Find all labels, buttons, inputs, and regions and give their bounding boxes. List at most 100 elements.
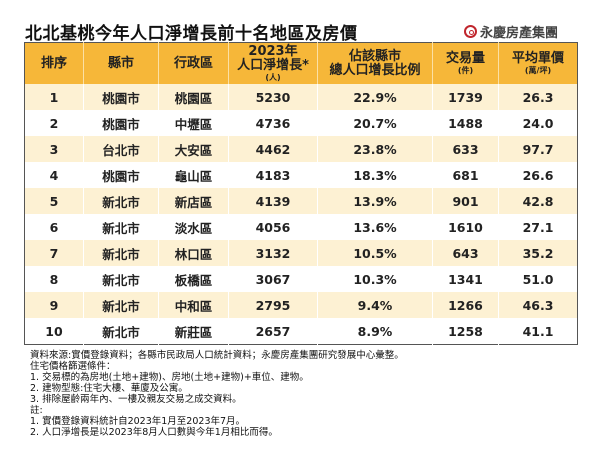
header-label: 2023年 bbox=[248, 43, 298, 59]
header-label2: 總人口增長比例 bbox=[329, 62, 421, 78]
table-cell: 6 bbox=[24, 214, 84, 240]
table-cell: 5230 bbox=[228, 84, 318, 110]
note-line: 2. 人口淨增長是以2023年8月人口數與今年1月相比而得。 bbox=[30, 427, 278, 438]
table-cell: 13.9% bbox=[317, 188, 433, 214]
header-label: 縣市 bbox=[107, 55, 134, 71]
table-cell: 淡水區 bbox=[158, 214, 229, 240]
table-row: 7 新北市 林口區 3132 10.5% 643 35.2 bbox=[24, 240, 578, 266]
table-row: 1 桃園市 桃園區 5230 22.9% 1739 26.3 bbox=[24, 84, 578, 110]
column-header: 排序 bbox=[24, 42, 84, 84]
note-line: 2. 建物型態:住宅大樓、華廈及公寓。 bbox=[30, 383, 188, 394]
header-label2: 人口淨增長* bbox=[237, 57, 309, 73]
table-cell: 3067 bbox=[228, 266, 318, 292]
table-cell: 24.0 bbox=[498, 110, 578, 136]
table-cell: 林口區 bbox=[158, 240, 229, 266]
table-cell: 4 bbox=[24, 162, 84, 188]
header-label: 交易量 bbox=[445, 50, 485, 66]
note-line: 註: bbox=[30, 405, 43, 416]
table-cell: 2 bbox=[24, 110, 84, 136]
table-cell: 4736 bbox=[228, 110, 318, 136]
table-cell: 42.8 bbox=[498, 188, 578, 214]
table-cell: 22.9% bbox=[317, 84, 433, 110]
table-cell: 桃園區 bbox=[158, 84, 229, 110]
table-row: 3 台北市 大安區 4462 23.8% 633 97.7 bbox=[24, 136, 578, 162]
header-unit: (件) bbox=[457, 65, 474, 75]
logo-icon bbox=[464, 25, 477, 38]
column-header: 交易量 (件) bbox=[432, 42, 499, 84]
table-cell: 4183 bbox=[228, 162, 318, 188]
column-header: 縣市 bbox=[83, 42, 159, 84]
table-cell: 新北市 bbox=[83, 214, 159, 240]
table-cell: 51.0 bbox=[498, 266, 578, 292]
header-label: 排序 bbox=[40, 55, 67, 71]
table-cell: 1266 bbox=[432, 292, 499, 318]
note-line: 1. 交易標的為房地(土地+建物)、房地(土地+建物)+車位、建物。 bbox=[30, 372, 309, 383]
table-cell: 新北市 bbox=[83, 318, 159, 345]
table-cell: 13.6% bbox=[317, 214, 433, 240]
table-cell: 1258 bbox=[432, 318, 499, 345]
table-row: 5 新北市 新店區 4139 13.9% 901 42.8 bbox=[24, 188, 578, 214]
table-cell: 桃園市 bbox=[83, 84, 159, 110]
table-cell: 26.6 bbox=[498, 162, 578, 188]
table-cell: 10 bbox=[24, 318, 84, 345]
table-cell: 1739 bbox=[432, 84, 499, 110]
table-cell: 1488 bbox=[432, 110, 499, 136]
table-cell: 10.3% bbox=[317, 266, 433, 292]
table-cell: 26.3 bbox=[498, 84, 578, 110]
table-cell: 新店區 bbox=[158, 188, 229, 214]
page-title: 北北基桃今年人口淨增長前十名地區及房價 bbox=[25, 24, 358, 44]
table-cell: 97.7 bbox=[498, 136, 578, 162]
table-cell: 新莊區 bbox=[158, 318, 229, 345]
table-row: 10 新北市 新莊區 2657 8.9% 1258 41.1 bbox=[24, 318, 578, 345]
table-row: 4 桃園市 龜山區 4183 18.3% 681 26.6 bbox=[24, 162, 578, 188]
header-label: 行政區 bbox=[173, 55, 213, 71]
table-cell: 1610 bbox=[432, 214, 499, 240]
table-cell: 中和區 bbox=[158, 292, 229, 318]
table-cell: 10.5% bbox=[317, 240, 433, 266]
table-cell: 27.1 bbox=[498, 214, 578, 240]
table-cell: 20.7% bbox=[317, 110, 433, 136]
table-row: 9 新北市 中和區 2795 9.4% 1266 46.3 bbox=[24, 292, 578, 318]
note-line: 住宅價格篩選條件： bbox=[30, 361, 116, 372]
table-cell: 龜山區 bbox=[158, 162, 229, 188]
table-cell: 台北市 bbox=[83, 136, 159, 162]
table-cell: 9 bbox=[24, 292, 84, 318]
column-header: 佔該縣市 總人口增長比例 bbox=[317, 42, 433, 84]
table-cell: 新北市 bbox=[83, 292, 159, 318]
table-cell: 2795 bbox=[228, 292, 318, 318]
note-line: 1. 實價登錄資料統計自2023年1月至2023年7月。 bbox=[30, 416, 246, 427]
table-cell: 633 bbox=[432, 136, 499, 162]
table-row: 2 桃園市 中壢區 4736 20.7% 1488 24.0 bbox=[24, 110, 578, 136]
column-header: 行政區 bbox=[158, 42, 229, 84]
table-cell: 23.8% bbox=[317, 136, 433, 162]
table-row: 6 新北市 淡水區 4056 13.6% 1610 27.1 bbox=[24, 214, 578, 240]
table-cell: 901 bbox=[432, 188, 499, 214]
table-header-row: 排序 縣市 行政區 2023年 人口淨增長* (人) 佔該縣市 總人口增長比例 交易量 (件) 平均… bbox=[24, 42, 578, 84]
table-cell: 新北市 bbox=[83, 188, 159, 214]
table-cell: 3 bbox=[24, 136, 84, 162]
table-cell: 5 bbox=[24, 188, 84, 214]
table-cell: 桃園市 bbox=[83, 110, 159, 136]
table-cell: 桃園市 bbox=[83, 162, 159, 188]
table-cell: 18.3% bbox=[317, 162, 433, 188]
table-cell: 643 bbox=[432, 240, 499, 266]
table-cell: 681 bbox=[432, 162, 499, 188]
table-cell: 新北市 bbox=[83, 240, 159, 266]
table-cell: 46.3 bbox=[498, 292, 578, 318]
header-unit: (人) bbox=[265, 72, 281, 82]
table-cell: 8.9% bbox=[317, 318, 433, 345]
column-header: 平均單價 (萬/坪) bbox=[498, 42, 578, 84]
table-cell: 7 bbox=[24, 240, 84, 266]
table-cell: 1 bbox=[24, 84, 84, 110]
table-cell: 4139 bbox=[228, 188, 318, 214]
table-row: 8 新北市 板橋區 3067 10.3% 1341 51.0 bbox=[24, 266, 578, 292]
column-header: 2023年 人口淨增長* (人) bbox=[228, 42, 318, 84]
table-cell: 4056 bbox=[228, 214, 318, 240]
note-line: 資料來源:實價登錄資料；各縣市民政局人口統計資料；永慶房產集團研究發展中心彙整。 bbox=[30, 350, 404, 361]
header-unit: (萬/坪) bbox=[524, 65, 552, 75]
table-cell: 3132 bbox=[228, 240, 318, 266]
table-cell: 1341 bbox=[432, 266, 499, 292]
header-label: 佔該縣市 bbox=[348, 48, 401, 64]
table-cell: 中壢區 bbox=[158, 110, 229, 136]
table-cell: 新北市 bbox=[83, 266, 159, 292]
